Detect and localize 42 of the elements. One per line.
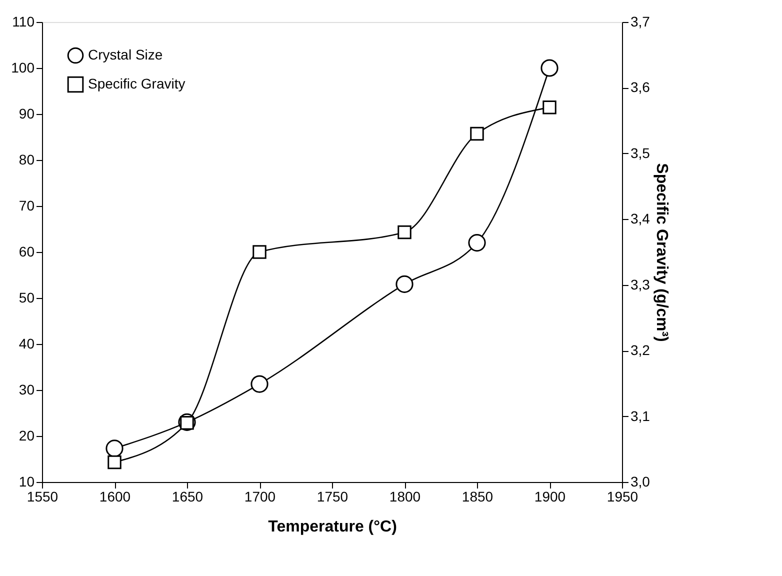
y2-tick-label: 3,6 [630, 79, 650, 96]
point [468, 234, 486, 252]
y-tick-label: 30 [18, 382, 35, 398]
y-tick-label: 50 [18, 290, 35, 306]
y-tick-label: 20 [18, 428, 35, 444]
y2-tick-label: 3,1 [630, 408, 650, 424]
legend-label: Crystal Size [88, 46, 163, 62]
x-tick-label: 1550 [26, 488, 58, 504]
point [106, 440, 124, 458]
y-tick-label: 70 [18, 198, 35, 214]
y2-tick-label: 3,3 [630, 276, 650, 292]
x-tick-label: 1900 [534, 488, 566, 504]
x-tick-label: 1850 [462, 488, 494, 504]
y-tick-label: 80 [18, 152, 35, 168]
x-tick-label: 1950 [606, 488, 638, 504]
y-tick-label: 90 [18, 106, 35, 122]
point [250, 375, 268, 393]
point [470, 126, 484, 141]
x-tick-label: 1700 [244, 488, 276, 504]
y-tick-label: 10 [18, 474, 35, 490]
x-tick-label: 1800 [389, 488, 421, 504]
y-tick-label: 100 [11, 60, 35, 76]
y2-tick-label: 3,5 [630, 144, 650, 161]
y2-axis-title: Specific Gravity (g/cm³) [652, 163, 670, 342]
y-tick-label: 40 [18, 336, 35, 352]
y-tick-label: 110 [12, 14, 35, 30]
point [542, 100, 556, 114]
legend-label: Specific Gravity [88, 76, 186, 92]
x-tick-label: 1750 [316, 488, 348, 504]
y2-tick-label: 3,4 [630, 210, 650, 227]
point [396, 275, 414, 293]
y2-tick-label: 3,7 [630, 14, 650, 30]
y-tick-label: 60 [18, 244, 35, 260]
point [540, 59, 558, 77]
point [252, 245, 266, 259]
y2-tick-label: 3,0 [630, 474, 650, 490]
point [398, 225, 412, 240]
x-tick-label: 1650 [172, 488, 204, 504]
x-axis-title: Temperature (°C) [268, 518, 397, 536]
x-tick-label: 1600 [99, 488, 131, 504]
y2-tick-label: 3,2 [630, 342, 650, 358]
point [108, 455, 122, 470]
